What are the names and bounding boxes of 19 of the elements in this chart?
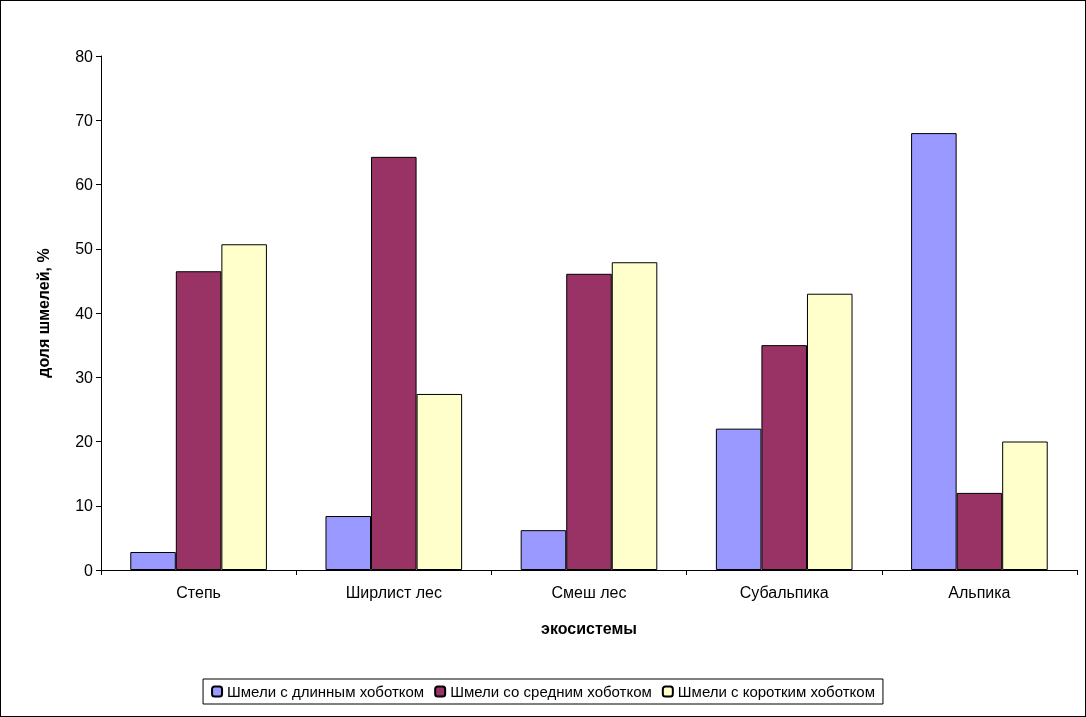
y-axis-title: доля шмелей, % [34, 248, 52, 378]
x-tick-label: Смеш лес [551, 583, 627, 601]
y-tick-label: 50 [75, 240, 94, 258]
x-tick-label: Ширлист лес [345, 583, 442, 601]
y-tick-label: 0 [84, 561, 94, 579]
y-tick-label: 30 [75, 368, 94, 386]
y-tick-label: 80 [75, 47, 94, 65]
y-tick-label: 70 [75, 111, 94, 129]
x-tick-label: Степь [176, 583, 221, 601]
legend-label: Шмели с коротким хоботком [677, 683, 875, 700]
x-tick-label: Альпика [948, 583, 1011, 601]
y-tick-label: 60 [75, 176, 94, 193]
y-tick-label: 10 [75, 497, 94, 515]
y-tick-label: 40 [75, 304, 94, 322]
legend-label: Шмели с длинным хоботком [227, 683, 425, 700]
x-axis-title: экосистемы [541, 619, 637, 637]
y-tick-label: 20 [75, 433, 94, 450]
legend-label: Шмели со средним хоботком [450, 683, 652, 700]
x-tick-label: Субальпика [739, 583, 829, 601]
